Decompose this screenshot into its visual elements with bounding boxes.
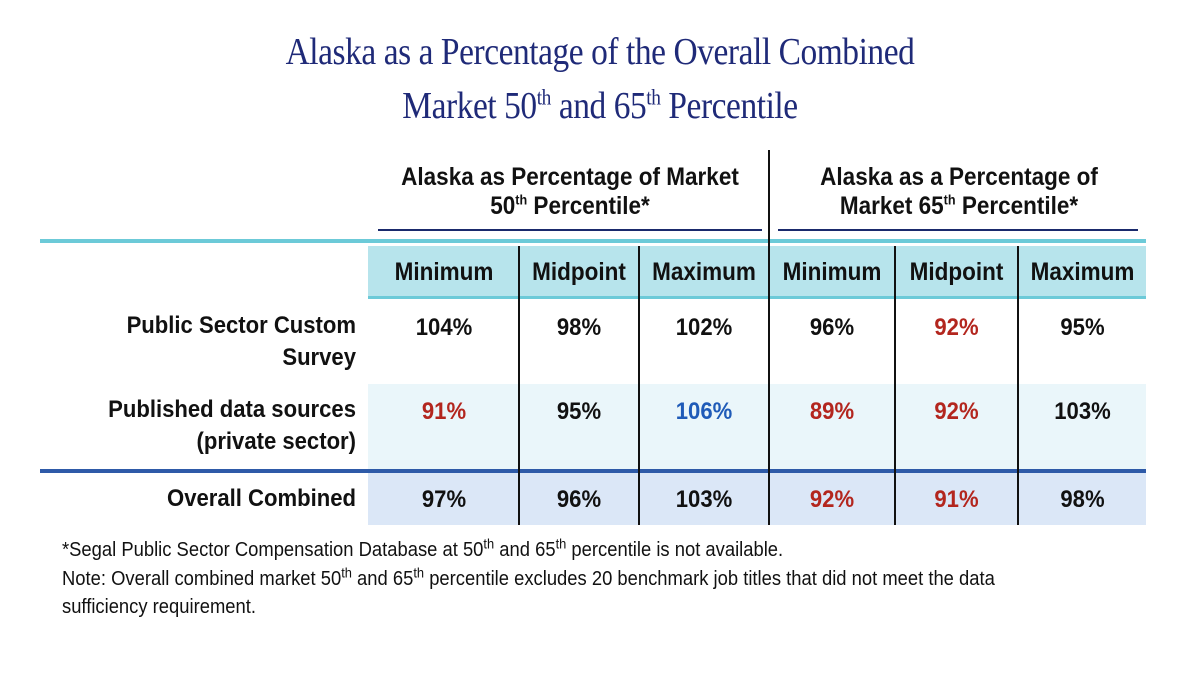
- cell-public-max65: 95%: [1060, 314, 1105, 341]
- group-underline-65th: [778, 229, 1138, 231]
- cell-public-min50: 104%: [415, 314, 473, 341]
- cell-public-min65: 96%: [809, 314, 855, 341]
- cell-overall-mid50: 96%: [556, 486, 602, 513]
- cell-published-mid65: 92%: [934, 398, 979, 425]
- group-divider: [768, 150, 770, 525]
- cell-published-mid50: 95%: [556, 398, 602, 425]
- row-band-overall: [368, 473, 1146, 525]
- navy-rule: [40, 469, 1146, 473]
- col-divider-2: [638, 246, 640, 525]
- cell-published-max65: 103%: [1054, 398, 1111, 425]
- cell-public-mid65: 92%: [934, 314, 979, 341]
- cell-overall-max65: 98%: [1060, 486, 1105, 513]
- row-label-published: Published data sources (private sector): [108, 396, 357, 455]
- cell-published-min65: 89%: [809, 398, 855, 425]
- teal-rule-header-bottom: [368, 296, 1146, 299]
- cell-overall-min65: 92%: [809, 486, 855, 513]
- row-label-public-sector: Public Sector Custom Survey: [126, 312, 356, 371]
- group-header-65th: Alaska as a Percentage of Market 65th Pe…: [820, 163, 1098, 220]
- col-divider-1: [518, 246, 520, 525]
- column-header-midpoint-50: Midpoint: [532, 258, 626, 286]
- cell-published-min50: 91%: [421, 398, 467, 425]
- cell-overall-max50: 103%: [675, 486, 733, 513]
- cell-overall-min50: 97%: [421, 486, 467, 513]
- cell-published-max50: 106%: [675, 398, 733, 425]
- row-label-overall: Overall Combined: [167, 485, 356, 512]
- teal-rule-top: [40, 239, 1146, 243]
- column-header-maximum-65: Maximum: [1030, 258, 1135, 286]
- footnote-note: Note: Overall combined market 50th and 6…: [62, 564, 995, 590]
- footnote-asterisk: *Segal Public Sector Compensation Databa…: [62, 535, 784, 561]
- header-band: [368, 246, 1146, 298]
- row-band-published: [368, 384, 1146, 470]
- group-header-50th: Alaska as Percentage of Market 50th Perc…: [401, 163, 739, 220]
- col-divider-4: [894, 246, 896, 525]
- cell-overall-mid65: 91%: [934, 486, 979, 513]
- footnote-note-continued: sufficiency requirement.: [62, 596, 256, 618]
- cell-public-mid50: 98%: [556, 314, 602, 341]
- column-header-minimum-50: Minimum: [394, 258, 494, 286]
- cell-public-max50: 102%: [675, 314, 733, 341]
- col-divider-5: [1017, 246, 1019, 525]
- column-header-maximum-50: Maximum: [652, 258, 756, 286]
- page-title: Alaska as a Percentage of the Overall Co…: [285, 31, 915, 73]
- page-subtitle: Market 50th and 65th Percentile: [402, 84, 798, 127]
- group-underline-50th: [378, 229, 762, 231]
- column-header-minimum-65: Minimum: [782, 258, 882, 286]
- column-header-midpoint-65: Midpoint: [909, 258, 1004, 286]
